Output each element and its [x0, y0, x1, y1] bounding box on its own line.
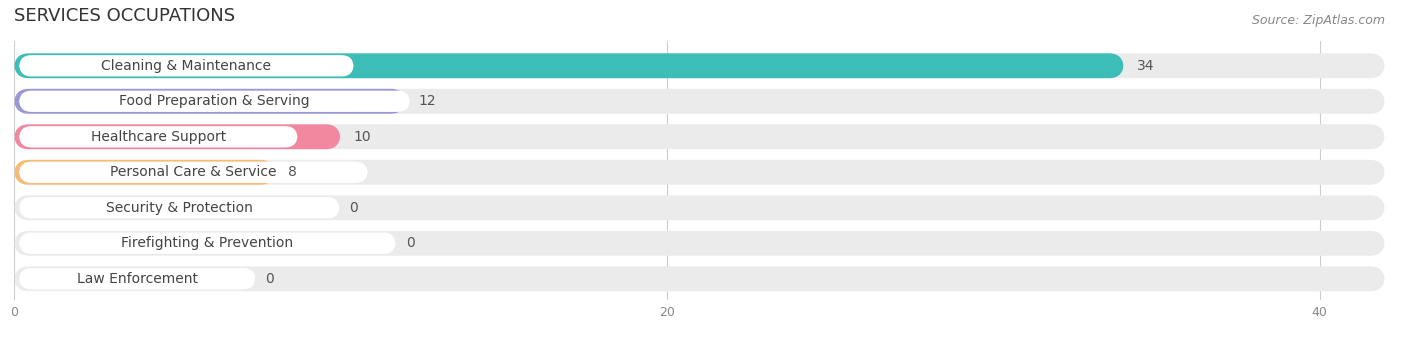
FancyBboxPatch shape [14, 231, 1385, 256]
Text: 10: 10 [353, 130, 371, 144]
Text: SERVICES OCCUPATIONS: SERVICES OCCUPATIONS [14, 8, 235, 25]
FancyBboxPatch shape [14, 266, 1385, 291]
Text: Food Preparation & Serving: Food Preparation & Serving [120, 94, 309, 108]
Text: 0: 0 [266, 272, 274, 286]
Text: 8: 8 [288, 165, 297, 179]
FancyBboxPatch shape [14, 160, 276, 185]
FancyBboxPatch shape [14, 124, 340, 149]
FancyBboxPatch shape [18, 162, 368, 183]
FancyBboxPatch shape [18, 126, 298, 147]
FancyBboxPatch shape [14, 195, 1385, 220]
FancyBboxPatch shape [18, 55, 354, 76]
Text: Law Enforcement: Law Enforcement [77, 272, 198, 286]
FancyBboxPatch shape [18, 197, 340, 219]
FancyBboxPatch shape [18, 233, 396, 254]
FancyBboxPatch shape [18, 268, 256, 290]
FancyBboxPatch shape [14, 53, 1385, 78]
Text: 0: 0 [406, 236, 415, 250]
Text: Security & Protection: Security & Protection [105, 201, 253, 215]
Text: Healthcare Support: Healthcare Support [91, 130, 226, 144]
Text: 34: 34 [1137, 59, 1154, 73]
Text: 12: 12 [419, 94, 436, 108]
Text: Cleaning & Maintenance: Cleaning & Maintenance [101, 59, 271, 73]
FancyBboxPatch shape [18, 91, 411, 112]
FancyBboxPatch shape [14, 89, 406, 114]
FancyBboxPatch shape [14, 160, 1385, 185]
Text: 0: 0 [350, 201, 359, 215]
FancyBboxPatch shape [14, 53, 1123, 78]
FancyBboxPatch shape [14, 124, 1385, 149]
Text: Personal Care & Service: Personal Care & Service [110, 165, 277, 179]
FancyBboxPatch shape [14, 89, 1385, 114]
Text: Firefighting & Prevention: Firefighting & Prevention [121, 236, 294, 250]
Text: Source: ZipAtlas.com: Source: ZipAtlas.com [1251, 14, 1385, 27]
